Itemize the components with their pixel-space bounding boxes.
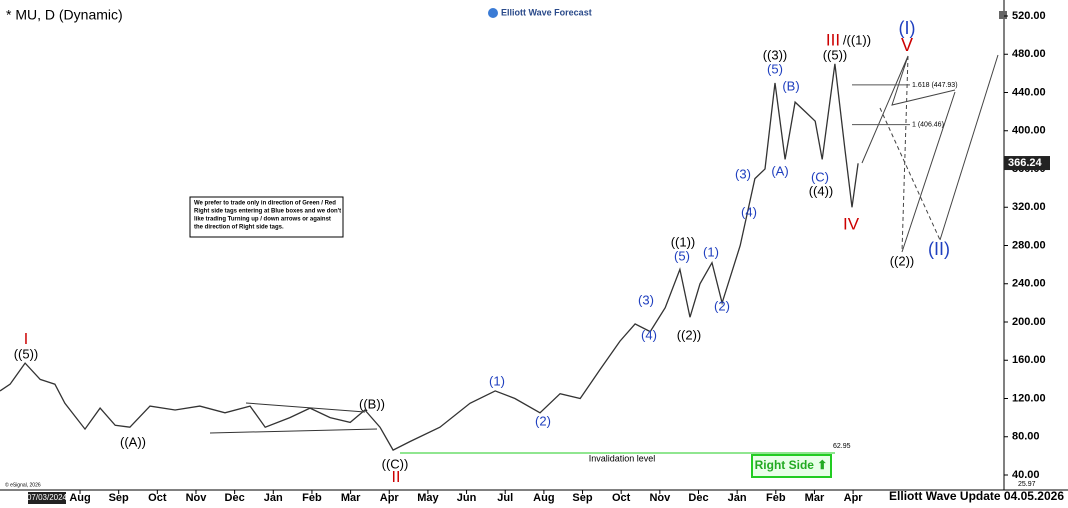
chart-title: * MU, D (Dynamic) bbox=[6, 7, 123, 23]
wave-label: (1) bbox=[703, 244, 719, 259]
projection-path bbox=[901, 91, 956, 253]
price-line bbox=[0, 63, 859, 451]
start-date: 07/03/2024 bbox=[27, 493, 68, 502]
x-tick-label: Jul bbox=[497, 492, 513, 504]
wave-label: (A) bbox=[771, 163, 788, 178]
x-tick-label: Jun bbox=[457, 492, 477, 504]
y-tick-label: 120.00 bbox=[1012, 392, 1046, 404]
y-tick-label: 480.00 bbox=[1012, 48, 1046, 60]
projection-path bbox=[861, 55, 956, 164]
x-tick-label: Aug bbox=[533, 492, 554, 504]
x-tick-label: Jan bbox=[728, 492, 747, 504]
right-side-box bbox=[751, 454, 832, 478]
wave-label: ((A)) bbox=[120, 434, 146, 449]
notice-line: like trading Turning up / down arrows or… bbox=[194, 217, 331, 223]
notice-line: We prefer to trade only in direction of … bbox=[194, 201, 336, 207]
date-box bbox=[28, 492, 66, 504]
wave-label: (3) bbox=[735, 166, 751, 181]
wave-label: (4) bbox=[741, 204, 757, 219]
y-tick-label: 320.00 bbox=[1012, 201, 1046, 213]
x-tick-label: Aug bbox=[69, 492, 90, 504]
last-price-label: 366.24 bbox=[1008, 157, 1043, 169]
wave-label: ((1)) bbox=[671, 234, 696, 249]
fib-label: 1 (406.46) bbox=[912, 121, 944, 128]
y-tick-label: 240.00 bbox=[1012, 278, 1046, 290]
wave-label: ((4)) bbox=[809, 183, 834, 198]
notice-line: the direction of Right side tags. bbox=[194, 225, 284, 231]
x-tick-label: Nov bbox=[649, 492, 671, 504]
x-tick-label: Mar bbox=[341, 492, 361, 504]
y-tick-label: 200.00 bbox=[1012, 316, 1046, 328]
wave-label: (1) bbox=[489, 373, 505, 388]
fib-label: 1.618 (447.93) bbox=[912, 82, 958, 89]
y-tick-label: 520.00 bbox=[1012, 10, 1046, 22]
wave-label: /((1)) bbox=[843, 32, 871, 47]
triangle-line bbox=[209, 428, 378, 434]
wave-label: II bbox=[392, 469, 401, 486]
x-tick-label: Mar bbox=[805, 492, 825, 504]
wave-label: (C) bbox=[811, 169, 829, 184]
wave-label: (5) bbox=[767, 61, 783, 76]
x-tick-label: Nov bbox=[186, 492, 208, 504]
wave-label: (3) bbox=[638, 292, 654, 307]
wave-label: (4) bbox=[641, 327, 657, 342]
x-tick-label: Feb bbox=[302, 492, 322, 504]
x-tick-label: Feb bbox=[766, 492, 786, 504]
wave-label: V bbox=[901, 35, 913, 55]
wave-label: ((5)) bbox=[823, 47, 848, 62]
wave-label: ((3)) bbox=[763, 47, 788, 62]
y-tick-label: 80.00 bbox=[1012, 431, 1040, 443]
y-tick-label: 440.00 bbox=[1012, 86, 1046, 98]
projection-path bbox=[879, 107, 941, 241]
triangle-line bbox=[245, 402, 366, 413]
wave-label: I bbox=[24, 331, 28, 348]
projection bbox=[861, 54, 999, 253]
notice-box bbox=[189, 196, 344, 238]
y-tick-label: 160.00 bbox=[1012, 354, 1046, 366]
last-price-tag bbox=[1004, 156, 1050, 171]
brand-logo bbox=[488, 8, 498, 18]
wave-label: ((2)) bbox=[890, 253, 915, 268]
x-tick-label: Apr bbox=[380, 492, 400, 504]
wave-label: (I) bbox=[899, 18, 916, 38]
low-price-label: 25.97 bbox=[1018, 481, 1036, 488]
projection-path bbox=[901, 55, 909, 253]
projection-path bbox=[939, 54, 999, 241]
copyright: © eSignal, 2026 bbox=[5, 481, 41, 488]
wave-label: (B) bbox=[782, 78, 799, 93]
invalidation-value: 62.95 bbox=[833, 443, 851, 450]
footer: Elliott Wave Update 04.05.2026 bbox=[889, 489, 1064, 503]
x-tick-label: Dec bbox=[688, 492, 708, 504]
x-tick-label: Oct bbox=[148, 492, 167, 504]
x-tick-label: Dec bbox=[225, 492, 245, 504]
icon bbox=[999, 11, 1007, 19]
right-side-label: Right Side ⬆ bbox=[755, 458, 828, 472]
wave-label: ((C)) bbox=[382, 456, 409, 471]
x-tick-label: Apr bbox=[844, 492, 864, 504]
wave-label: ((5)) bbox=[14, 346, 39, 361]
wave-label: ((2)) bbox=[677, 327, 702, 342]
wave-label: (5) bbox=[674, 248, 690, 263]
y-tick-label: 400.00 bbox=[1012, 125, 1046, 137]
wave-label: (2) bbox=[714, 298, 730, 313]
wave-label: (II) bbox=[928, 239, 950, 259]
wave-label: ((B)) bbox=[359, 396, 385, 411]
x-tick-label: Jan bbox=[264, 492, 283, 504]
notice-line: Right side tags entering at Blue boxes a… bbox=[194, 209, 341, 215]
brand: Elliott Wave Forecast bbox=[501, 7, 592, 17]
y-tick-label: 40.00 bbox=[1012, 469, 1040, 481]
x-tick-label: Oct bbox=[612, 492, 631, 504]
wave-label: IV bbox=[843, 214, 860, 233]
x-tick-label: Sep bbox=[109, 492, 129, 504]
wave-label: III bbox=[826, 30, 840, 49]
x-tick-label: Sep bbox=[572, 492, 592, 504]
x-tick-label: May bbox=[417, 492, 439, 504]
wave-label: (2) bbox=[535, 413, 551, 428]
invalidation-label: Invalidation level bbox=[589, 453, 656, 463]
y-tick-label: 280.00 bbox=[1012, 239, 1046, 251]
